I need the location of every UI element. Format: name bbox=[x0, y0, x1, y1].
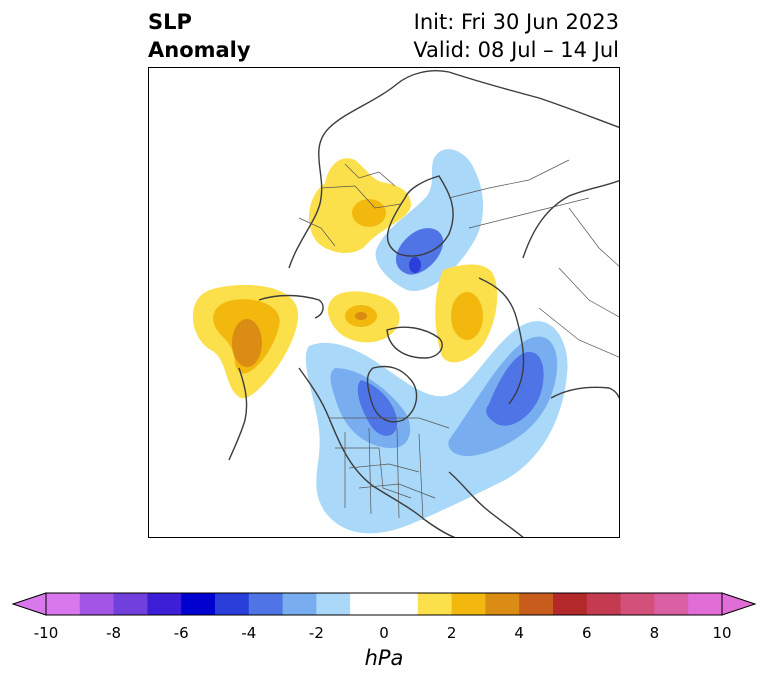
colorbar-bin bbox=[519, 593, 554, 615]
colorbar-bin bbox=[316, 593, 351, 615]
colorbar-tick-label: 10 bbox=[712, 624, 732, 642]
colorbar-tick-label: 2 bbox=[446, 624, 457, 642]
anomaly-beaufort-high bbox=[327, 291, 400, 343]
colorbar-extend-high bbox=[721, 592, 757, 616]
colorbar-tick-label: -10 bbox=[33, 624, 59, 642]
anomaly-pacific-high bbox=[192, 284, 299, 399]
colorbar-bin bbox=[113, 593, 148, 615]
colorbar-bin bbox=[79, 593, 115, 615]
init-date: Init: Fri 30 Jun 2023 bbox=[413, 10, 619, 34]
country-borders bbox=[298, 159, 619, 521]
map-title: SLP Anomaly bbox=[148, 8, 251, 64]
colorbar bbox=[11, 592, 757, 616]
colorbar-units: hPa bbox=[364, 646, 404, 670]
forecast-dates: Init: Fri 30 Jun 2023 Valid: 08 Jul – 14… bbox=[413, 8, 619, 64]
coastlines bbox=[228, 70, 619, 537]
anomaly-east-siberia-high bbox=[435, 264, 498, 363]
colorbar-bin bbox=[46, 593, 81, 615]
colorbar-bin bbox=[417, 593, 453, 615]
title-variable-line1: SLP bbox=[148, 10, 192, 34]
anomaly-europe-high bbox=[308, 158, 411, 253]
colorbar-bin bbox=[620, 593, 655, 615]
colorbar-tick-label: -6 bbox=[173, 624, 189, 642]
valid-period: Valid: 08 Jul – 14 Jul bbox=[413, 38, 619, 62]
title-variable-line2: Anomaly bbox=[148, 38, 251, 62]
colorbar-bin bbox=[248, 593, 284, 615]
colorbar-bin bbox=[147, 593, 182, 615]
colorbar-frame bbox=[45, 592, 723, 616]
anomaly-canada-atlantic-low bbox=[305, 321, 568, 534]
colorbar-bin bbox=[654, 593, 689, 615]
colorbar-bin bbox=[350, 593, 419, 615]
colorbar-bin bbox=[586, 593, 622, 615]
colorbar-tick-label: -4 bbox=[241, 624, 257, 642]
colorbar-bin bbox=[451, 593, 486, 615]
colorbar-tick-label: 6 bbox=[582, 624, 592, 642]
colorbar-bin bbox=[215, 593, 250, 615]
map-panel bbox=[148, 67, 620, 538]
colorbar-ticks: -10 -8 -6 -4 -2 0 2 4 6 8 10 bbox=[0, 624, 768, 644]
colorbar-bin bbox=[282, 593, 317, 615]
colorbar-bin bbox=[181, 593, 216, 615]
colorbar-tick-label: -2 bbox=[308, 624, 324, 642]
anomaly-map bbox=[192, 70, 619, 537]
colorbar-extend-low bbox=[11, 592, 47, 616]
colorbar-tick-label: 0 bbox=[379, 624, 389, 642]
colorbar-bin bbox=[688, 593, 723, 615]
colorbar-tick-label: -8 bbox=[106, 624, 122, 642]
colorbar-bin bbox=[485, 593, 520, 615]
colorbar-tick-label: 8 bbox=[649, 624, 660, 642]
colorbar-tick-label: 4 bbox=[514, 624, 524, 642]
colorbar-bin bbox=[553, 593, 588, 615]
